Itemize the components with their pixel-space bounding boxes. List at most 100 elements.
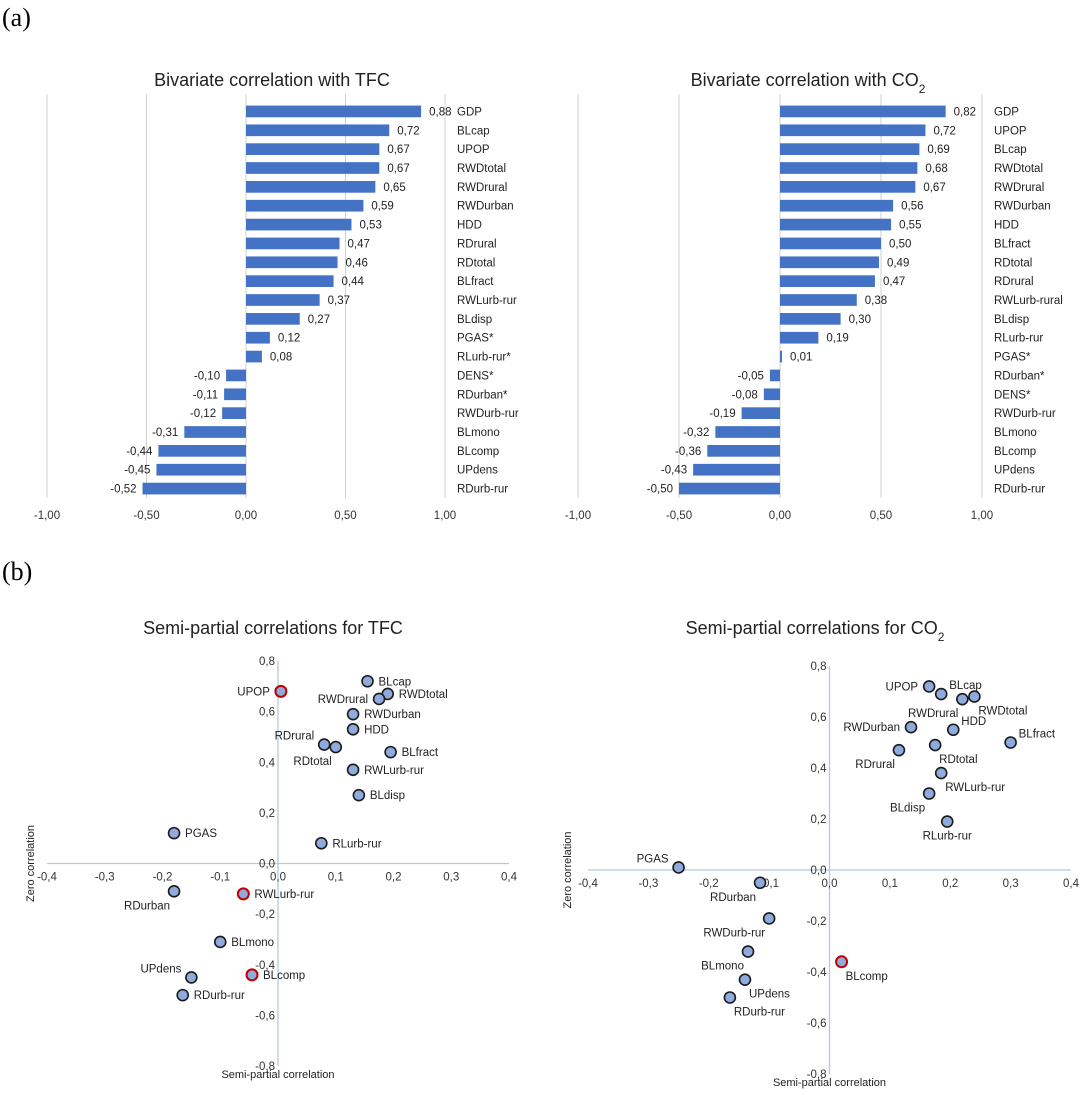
point-label: BLdisp (890, 803, 925, 815)
bar (246, 218, 352, 231)
category-label: RDtotal (457, 257, 495, 269)
data-label: 0,68 (925, 163, 947, 175)
point-label: RWDrural (908, 708, 958, 720)
bar (184, 426, 246, 438)
data-label: 0,37 (328, 295, 350, 307)
data-label: -0,36 (675, 446, 701, 458)
scatter-point (167, 885, 181, 898)
scatter-point (892, 743, 906, 757)
scatter-point (934, 687, 948, 701)
scatter-point (274, 684, 288, 698)
scatter-point (968, 690, 981, 703)
data-label: -0,11 (193, 389, 218, 401)
scatter-point (723, 991, 737, 1004)
x-tick-label: -0,50 (133, 510, 159, 522)
scatter-point (185, 971, 198, 984)
x-tick-label: 0,1 (882, 878, 898, 890)
data-label: 0,47 (883, 276, 905, 288)
x-tick-label: 0,0 (822, 878, 838, 890)
x-tick-label: -0,50 (666, 510, 692, 522)
scatter-point (329, 740, 343, 754)
category-label: RDurb-rur (457, 484, 508, 496)
scatter-point (245, 968, 259, 982)
data-label: -0,52 (110, 484, 136, 496)
bar (780, 105, 946, 118)
bar (156, 463, 246, 476)
scatter-chart-tfc: Semi-partial correlations for TFC -0,4 -0,… (25, 618, 518, 1081)
data-label: 0,67 (387, 163, 409, 175)
bar (715, 426, 780, 438)
y-tick-label: -0,4 (255, 960, 275, 972)
x-tick-label: 0,2 (942, 878, 958, 890)
x-tick-label: -1,00 (565, 510, 591, 522)
point-label: BLcomp (846, 971, 888, 983)
y-tick-label: -0,4 (807, 967, 827, 979)
scatter-point (934, 766, 948, 780)
data-label: 0,01 (790, 352, 812, 364)
scatter-point (346, 707, 360, 721)
bar (246, 350, 262, 363)
data-label: -0,08 (732, 389, 758, 401)
y-tick-label: 0,6 (811, 712, 827, 724)
bar (246, 181, 376, 193)
category-label: DENS* (457, 370, 494, 382)
point-label: RLurb-rur (923, 831, 972, 843)
point-label: RDtotal (293, 756, 331, 768)
bar (158, 445, 246, 457)
y-tick-label: 0,8 (259, 656, 275, 668)
data-label: 0,44 (342, 276, 365, 288)
point-label: RDurban (124, 900, 170, 912)
category-label: RWDrural (457, 182, 507, 194)
bar (246, 105, 422, 118)
x-tick-label: 0,3 (443, 872, 459, 884)
chart-title: Bivariate correlation with CO2 (691, 70, 926, 96)
data-label: -0,50 (647, 484, 673, 496)
category-label: RWDtotal (994, 163, 1043, 175)
bar (226, 369, 246, 382)
category-label: UPdens (457, 465, 498, 477)
data-label: 0,30 (849, 314, 871, 326)
panel-label-b: (b) (2, 557, 32, 586)
data-label: -0,45 (124, 465, 150, 477)
bar (142, 482, 246, 495)
data-label: 0,59 (371, 201, 393, 213)
point-label: RDurban (710, 892, 756, 904)
category-label: RWDurb-rur (994, 408, 1056, 420)
bar (780, 275, 875, 287)
bar (780, 313, 841, 325)
y-axis-title: Zero correlation (562, 831, 574, 908)
category-label: UPOP (457, 144, 490, 156)
data-label: 0,67 (923, 182, 945, 194)
scatter-point (946, 723, 960, 737)
scatter-point (672, 861, 685, 874)
bar (780, 181, 916, 193)
y-tick-label: 0,4 (811, 763, 828, 775)
point-label: BLfract (402, 747, 439, 759)
bar (741, 407, 780, 419)
bar (246, 331, 270, 344)
category-label: BLmono (457, 427, 500, 439)
chart-title: Semi-partial correlations for TFC (143, 618, 403, 638)
x-tick-label: -0,4 (578, 878, 598, 890)
category-label: BLcomp (994, 446, 1036, 458)
x-tick-label: 0,2 (386, 872, 402, 884)
scatter-point (1004, 736, 1017, 749)
point-label: BLcomp (263, 970, 305, 982)
point-label: BLcap (379, 676, 412, 688)
data-label: 0,72 (397, 125, 419, 137)
category-label: RWLurb-rur (457, 295, 517, 307)
scatter-point (361, 674, 374, 688)
category-label: BLdisp (994, 314, 1029, 326)
scatter-point (384, 745, 397, 759)
category-label: RDtotal (994, 257, 1032, 269)
scatter-point (928, 738, 942, 752)
bar-chart-tfc: Bivariate correlation with TFC -1,00 -0,50… (34, 70, 519, 522)
y-tick-label: -0,8 (807, 1069, 827, 1081)
data-label: 0,19 (826, 333, 848, 345)
x-axis-title: Semi-partial correlation (773, 1077, 886, 1089)
category-label: UPOP (994, 125, 1027, 137)
scatter-point (236, 887, 250, 901)
point-label: RDurb-rur (734, 1007, 785, 1019)
data-label: 0,12 (278, 333, 300, 345)
